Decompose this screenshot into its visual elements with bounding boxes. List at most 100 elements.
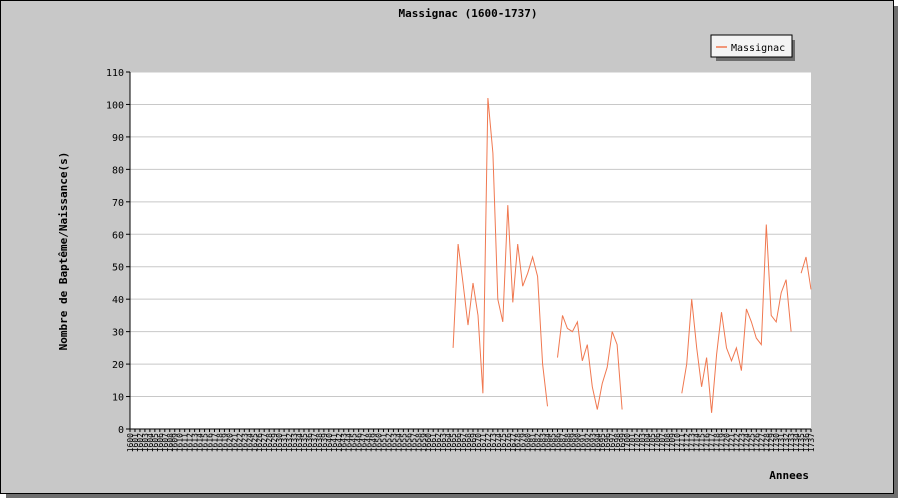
- x-tick-label: 1718: [713, 433, 722, 452]
- y-tick-label: 30: [112, 328, 124, 339]
- x-tick-label: 1677: [509, 433, 518, 452]
- series-line-segment: [452, 97, 548, 407]
- x-tick-label: 1637: [310, 433, 319, 452]
- x-tick-label: 1692: [583, 433, 592, 452]
- series-line-segment: [557, 315, 623, 410]
- x-tick-label: 1657: [409, 433, 418, 452]
- x-tick-label: 1613: [191, 433, 200, 452]
- legend-box: [710, 34, 793, 58]
- y-tick-label: 0: [118, 425, 124, 436]
- series-line-segment: [800, 256, 812, 290]
- x-tick-label: 1650: [375, 433, 384, 452]
- x-tick-label: 1636: [305, 433, 314, 452]
- x-tick-label: 1685: [549, 433, 558, 452]
- y-axis-label: Nombre de Baptême/Naissance(s): [57, 152, 70, 351]
- x-tick-label: 1606: [156, 433, 165, 452]
- x-tick-label: 1698: [613, 433, 622, 452]
- x-tick-label: 1620: [225, 433, 234, 452]
- x-tick-label: 1675: [499, 433, 508, 452]
- x-tick-label: 1627: [260, 433, 269, 452]
- x-tick-label: 1633: [290, 433, 299, 452]
- x-tick-label: 1628: [265, 433, 274, 452]
- x-tick-label: 1723: [737, 433, 746, 452]
- x-tick-label: 1732: [782, 433, 791, 452]
- x-tick-label: 1734: [792, 433, 801, 452]
- x-tick-label: 1629: [270, 433, 279, 452]
- x-tick-label: 1646: [355, 433, 364, 452]
- x-tick-label: 1619: [220, 433, 229, 452]
- x-tick-label: 1609: [171, 433, 180, 452]
- x-tick-label: 1645: [350, 433, 359, 452]
- x-tick-label: 1724: [742, 433, 751, 452]
- x-tick-label: 1719: [718, 433, 727, 452]
- x-tick-label: 1688: [563, 433, 572, 452]
- x-tick-label: 1665: [449, 433, 458, 452]
- x-axis-ticks: 1600160116021603160416051606160716081609…: [126, 428, 816, 452]
- y-axis-ticks: 0 10 20 30 40 50 60 70 80 90 100 110: [106, 68, 131, 436]
- x-tick-label: 1653: [389, 433, 398, 452]
- x-tick-label: 1624: [245, 433, 254, 452]
- x-tick-label: 1672: [484, 433, 493, 452]
- x-tick-label: 1705: [648, 433, 657, 452]
- x-tick-label: 1702: [633, 433, 642, 452]
- x-tick-label: 1640: [325, 433, 334, 452]
- x-tick-label: 1725: [747, 433, 756, 452]
- x-tick-label: 1651: [380, 433, 389, 452]
- x-tick-label: 1656: [404, 433, 413, 452]
- x-tick-label: 1652: [384, 433, 393, 452]
- x-tick-label: 1603: [141, 433, 150, 452]
- x-tick-label: 1635: [300, 433, 309, 452]
- x-tick-label: 1703: [638, 433, 647, 452]
- x-tick-label: 1729: [767, 433, 776, 452]
- x-tick-label: 1735: [797, 433, 806, 452]
- x-tick-label: 1661: [429, 433, 438, 452]
- x-tick-label: 1647: [360, 433, 369, 452]
- x-tick-label: 1614: [196, 433, 205, 452]
- x-tick-label: 1708: [663, 433, 672, 452]
- x-tick-label: 1693: [588, 433, 597, 452]
- x-tick-label: 1700: [623, 433, 632, 452]
- x-tick-label: 1697: [608, 433, 617, 452]
- x-tick-label: 1709: [668, 433, 677, 452]
- x-tick-label: 1626: [255, 433, 264, 452]
- x-tick-label: 1664: [444, 433, 453, 452]
- series-line-segment: [681, 224, 792, 413]
- x-tick-label: 1727: [757, 433, 766, 452]
- x-tick-label: 1621: [230, 433, 239, 452]
- y-tick-label: 60: [112, 230, 124, 241]
- x-tick-label: 1601: [131, 433, 140, 452]
- x-tick-label: 1642: [335, 433, 344, 452]
- x-tick-label: 1644: [345, 433, 354, 452]
- x-tick-label: 1639: [320, 433, 329, 452]
- y-tick-label: 110: [106, 68, 124, 79]
- x-tick-label: 1658: [414, 433, 423, 452]
- x-tick-label: 1622: [235, 433, 244, 452]
- x-tick-label: 1616: [206, 433, 215, 452]
- x-tick-label: 1710: [673, 433, 682, 452]
- y-tick-label: 50: [112, 263, 124, 274]
- y-tick-label: 70: [112, 198, 124, 209]
- legend-label: Massignac: [731, 43, 785, 54]
- x-tick-label: 1716: [703, 433, 712, 452]
- chart-title: Massignac (1600-1737): [398, 7, 537, 20]
- x-tick-label: 1681: [529, 433, 538, 452]
- x-tick-label: 1711: [678, 433, 687, 452]
- x-tick-label: 1673: [489, 433, 498, 452]
- x-tick-label: 1604: [146, 433, 155, 452]
- x-tick-label: 1722: [732, 433, 741, 452]
- x-tick-label: 1610: [176, 433, 185, 452]
- x-tick-label: 1676: [504, 433, 513, 452]
- x-tick-label: 1615: [201, 433, 210, 452]
- x-tick-label: 1648: [365, 433, 374, 452]
- series-group: [452, 97, 812, 413]
- x-tick-label: 1714: [693, 433, 702, 452]
- x-tick-label: 1694: [593, 433, 602, 452]
- x-tick-label: 1667: [459, 433, 468, 452]
- x-tick-label: 1638: [315, 433, 324, 452]
- x-tick-label: 1631: [280, 433, 289, 452]
- x-tick-label: 1689: [568, 433, 577, 452]
- x-tick-label: 1659: [419, 433, 428, 452]
- y-tick-label: 40: [112, 295, 124, 306]
- x-tick-label: 1671: [479, 433, 488, 452]
